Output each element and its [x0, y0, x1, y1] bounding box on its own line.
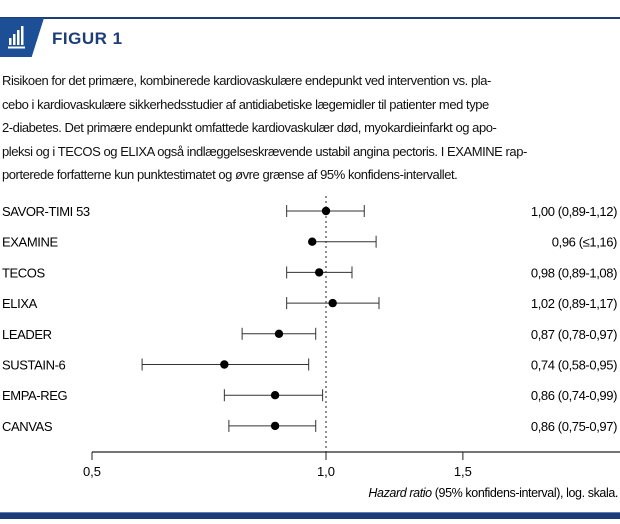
caption-line: cebo i kardiovaskulære sikkerhedsstudier…: [2, 96, 489, 112]
study-name: TECOS: [2, 265, 46, 280]
study-name: CANVAS: [2, 419, 53, 434]
study-name: ELIXA: [2, 296, 38, 311]
footer-rule: [0, 512, 620, 519]
header-rule: [0, 17, 620, 19]
caption-line: 2-diabetes. Det primære endepunkt omfatt…: [2, 120, 497, 135]
study-estimate-label: 0,98 (0,89-1,08): [531, 265, 617, 280]
figure-caption: Risikoen for det primære, kombinerede ka…: [2, 69, 618, 187]
figure-title: FIGUR 1: [52, 29, 123, 48]
study-estimate-label: 0,74 (0,58-0,95): [531, 358, 617, 373]
point-estimate: [270, 391, 280, 400]
x-axis-label: Hazard ratio (95% konfidens-interval), l…: [368, 486, 618, 500]
study-estimate-label: 0,87 (0,78-0,97): [531, 327, 617, 342]
study-name: EXAMINE: [2, 235, 58, 250]
point-estimate: [321, 206, 331, 216]
point-estimate: [328, 298, 337, 308]
point-estimate: [314, 268, 324, 277]
caption-line: Risikoen for det primære, kombinerede ka…: [2, 73, 491, 88]
forest-plot: 0,5 1,0 1,5 Hazard ratio (95% konfidens-int…: [2, 196, 620, 500]
point-estimate: [308, 237, 317, 246]
caption-line: porterede forfatterne kun punktestimatet…: [2, 167, 458, 182]
study-estimate-label: 0,86 (0,74-0,99): [531, 388, 617, 403]
caption-line: pleksi og i TECOS og ELIXA også indlægge…: [2, 143, 527, 159]
study-estimate-label: 0,96 (≤1,16): [552, 235, 617, 250]
study-estimate-label: 1,00 (0,89-1,12): [531, 204, 617, 219]
study-name: LEADER: [2, 327, 52, 342]
point-estimate: [270, 421, 280, 431]
study-estimate-label: 1,02 (0,89-1,17): [531, 296, 617, 311]
point-estimate: [274, 329, 284, 338]
figure-badge: [0, 18, 44, 57]
study-name: SUSTAIN-6: [2, 358, 66, 373]
study-name: SAVOR-TIMI 53: [2, 204, 90, 219]
x-tick-label: 1,0: [317, 464, 335, 479]
study-estimate-label: 0,86 (0,75-0,97): [531, 419, 617, 434]
bar-chart-icon: [8, 26, 25, 49]
study-name: EMPA-REG: [2, 388, 67, 403]
point-estimate: [220, 360, 229, 369]
x-tick-label: 1,5: [454, 464, 472, 479]
x-tick-label: 0,5: [83, 464, 101, 479]
